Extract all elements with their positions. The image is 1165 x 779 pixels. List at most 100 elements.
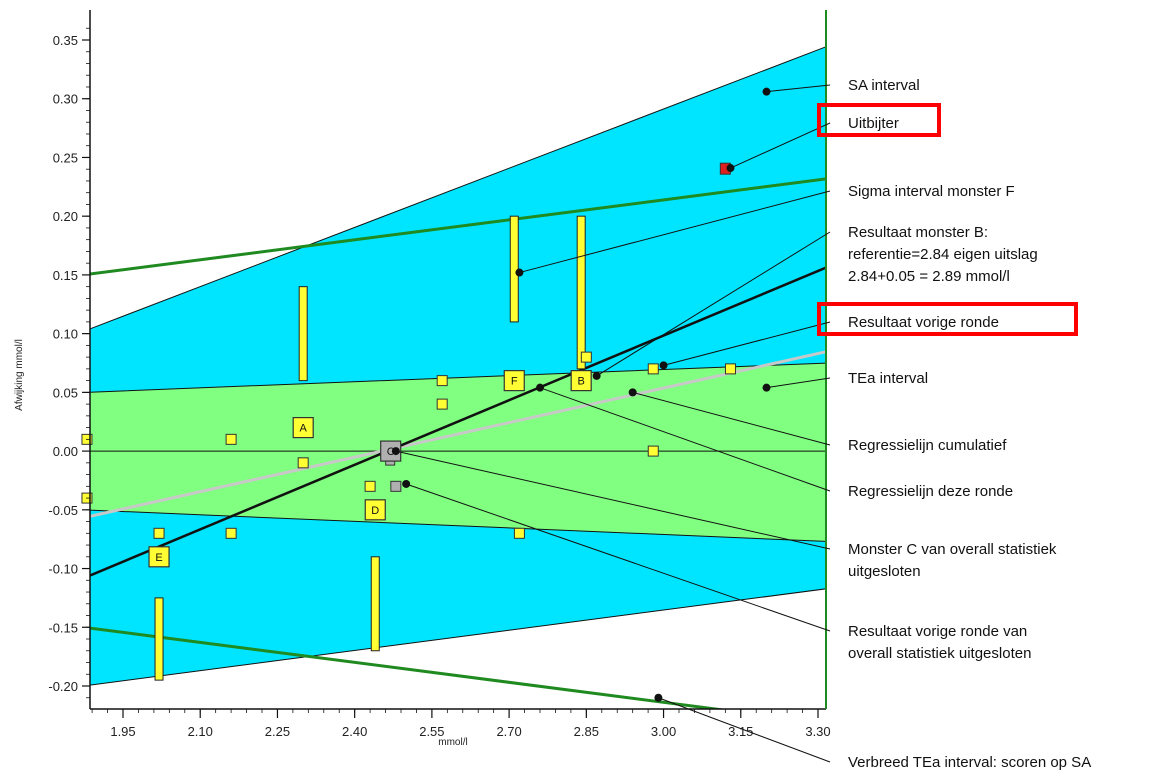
annotations: SA interval Uitbijter Sigma interval monst… [391,77,1091,771]
sigma-bar [576,215,586,370]
annotation-text: Verbreed TEa interval: scoren op SA [848,754,1091,771]
sample-label: E [155,552,162,564]
annotation-text: Regressielijn deze ronde [848,483,1013,500]
annotation-dot [628,388,637,397]
sample-label: B [578,376,585,388]
sigma-bar [154,597,164,681]
annotation: Regressielijn deze ronde [536,383,1013,500]
annotation: Verbreed TEa interval: scoren op SA [654,693,1091,771]
y-tick-label: -0.15 [48,620,78,635]
annotation: Resultaat vorige ronde van overall statis… [402,479,1031,662]
y-tick-label: 0.35 [53,33,78,48]
sample-box [570,370,592,392]
annotation-leader-line [519,190,831,274]
previous-result-marker [297,457,309,469]
sample-box [292,417,314,439]
sample-marker-c: C [380,440,402,466]
annotation-text: Sigma interval monster F [848,183,1015,200]
annotation-leader-line [539,387,831,492]
annotation-dot [515,268,524,277]
x-tick-label: 2.85 [574,724,599,739]
previous-result-marker [364,480,376,492]
sample-label: F [511,376,518,388]
annotation-dot [654,693,663,702]
annotation-leader-line [766,377,831,389]
annotation-highlight-box [817,103,941,137]
interval-bands [90,46,826,686]
annotation-text: Regressielijn cumulatief [848,437,1007,454]
y-axis-title: Afwijking mmol/l [14,339,25,411]
sigma-bar [509,215,519,323]
y-tick-label: 0.30 [53,92,78,107]
y-tick-label: 0.20 [53,209,78,224]
sample-marker-d: D [364,499,386,521]
x-tick-label: 2.40 [342,724,367,739]
y-tick-label: 0.00 [53,444,78,459]
previous-result-marker [580,351,592,363]
x-tick-label: 2.25 [265,724,290,739]
x-axis-title: mmol/l [438,737,467,748]
x-tick-label: 2.55 [419,724,444,739]
y-tick-label: -0.20 [48,679,78,694]
annotation-text: uitgesloten [848,563,921,580]
y-tick-label: 0.15 [53,268,78,283]
axes: 0.35 0.30 0.25 0.20 0.15 0.10 0.05 0.00 -0.05 -0.… [48,10,831,739]
annotation-text: Resultaat vorige ronde van [848,623,1027,640]
regression-round-line [90,266,826,577]
annotation: Uitbijter [726,103,941,173]
previous-result-marker [436,398,448,410]
annotation-text: TEa interval [848,370,928,387]
annotation: Resultaat monster B: referentie=2.84 eige… [592,224,1038,380]
y-tick-label: 0.05 [53,385,78,400]
sigma-bar [370,556,380,652]
previous-result-marker [724,363,736,375]
y-tick-label: -0.10 [48,562,78,577]
annotation: SA interval [762,77,920,96]
previous-result-marker [647,363,659,375]
sample-marker-f: F [503,370,525,392]
previous-result-marker [647,445,659,457]
sample-box [503,370,525,392]
annotation-text: referentie=2.84 eigen uitslag [848,246,1038,263]
previous-result-marker [436,375,448,387]
previous-result-marker [225,433,237,445]
x-tick-label: 2.70 [496,724,521,739]
sigma-interval-lower-line [90,626,728,709]
y-tick-label: -0.05 [48,503,78,518]
previous-result-marker [153,527,165,539]
annotation-leader-line [730,122,831,169]
annotation: Regressielijn cumulatief [628,388,1007,454]
annotation-text: overall statistiek uitgesloten [848,645,1031,662]
annotation-text: Uitbijter [848,115,899,132]
annotation: Resultaat vorige ronde [659,302,1078,370]
annotation-leader-line [395,450,831,550]
regression-cumulative-line [90,350,826,518]
annotation-dot [402,479,411,488]
x-tick-label: 3.15 [728,724,753,739]
annotation-leader-line [405,483,831,632]
annotation-dot [762,87,771,96]
sample-label: D [371,505,379,517]
regression-lines [90,177,826,709]
previous-result-marker [513,527,525,539]
sigma-bar [298,286,308,382]
annotation-dot [762,383,771,392]
sample-label: C [387,446,395,458]
annotation: Sigma interval monster F [515,183,1015,277]
sample-box [148,546,170,568]
sample-marker-b: B [570,370,592,392]
y-tick-label: 0.10 [53,327,78,342]
annotation: TEa interval [762,370,928,392]
annotation-dot [726,164,735,173]
annotation-text: 2.84+0.05 = 2.89 mmol/l [848,268,1010,285]
x-tick-label: 2.10 [188,724,213,739]
annotation-text: Resultaat vorige ronde [848,314,999,331]
x-tick-label: 3.30 [805,724,830,739]
excluded-previous-marker [390,480,402,492]
annotation-text: Monster C van overall statistiek [848,541,1057,558]
sample-label: A [300,423,308,435]
y-tick-label: 0.25 [53,150,78,165]
sample-box [364,499,386,521]
sample-marker-e: E [148,546,170,568]
